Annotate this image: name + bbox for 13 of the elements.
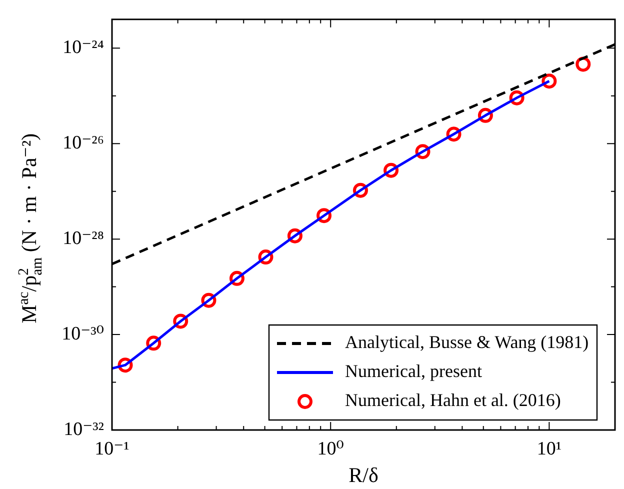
y-tick-label: 10⁻²⁸ bbox=[62, 228, 104, 250]
legend-label: Numerical, Hahn et al. (2016) bbox=[345, 390, 561, 410]
y-tick-label: 10⁻³⁰ bbox=[62, 324, 104, 345]
legend-label: Analytical, Busse & Wang (1981) bbox=[345, 332, 589, 352]
y-tick-label: 10⁻²⁴ bbox=[62, 37, 104, 58]
y-tick-label: 10⁻²⁶ bbox=[62, 132, 104, 154]
legend-label: Numerical, present bbox=[345, 361, 482, 382]
y-tick-label: 10⁻³² bbox=[64, 418, 104, 440]
x-tick-label: 10⁻¹ bbox=[94, 438, 130, 460]
x-axis-title: R/δ bbox=[348, 463, 378, 487]
x-tick-label: 10¹ bbox=[536, 438, 562, 460]
y-axis-title: Mac/pam2 (N · m · Pa⁻²) bbox=[16, 133, 46, 324]
x-tick-label: 10⁰ bbox=[317, 438, 344, 460]
